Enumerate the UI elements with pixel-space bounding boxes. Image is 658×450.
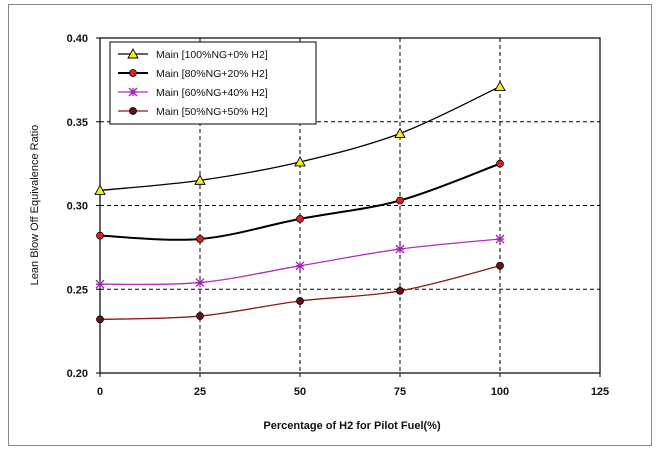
series-3 bbox=[95, 234, 505, 289]
data-point bbox=[94, 184, 106, 195]
data-point bbox=[196, 235, 204, 243]
legend-label: Main [100%NG+0% H2] bbox=[156, 49, 268, 61]
data-point bbox=[295, 261, 305, 271]
y-tick-label: 0.20 bbox=[67, 368, 88, 380]
x-tick-label: 125 bbox=[591, 386, 609, 398]
y-tick-label: 0.25 bbox=[67, 284, 88, 296]
data-point bbox=[194, 174, 206, 185]
series-4 bbox=[96, 261, 504, 324]
y-tick-label: 0.30 bbox=[67, 201, 88, 213]
x-tick-label: 50 bbox=[294, 386, 306, 398]
y-tick-label: 0.40 bbox=[67, 33, 88, 45]
data-point bbox=[394, 127, 406, 138]
data-point bbox=[396, 287, 404, 295]
x-axis-title: Percentage of H2 for Pilot Fuel(%) bbox=[263, 420, 441, 432]
series-group bbox=[94, 80, 506, 324]
data-point bbox=[195, 278, 205, 288]
legend-entry-2: Main [80%NG+20% H2] bbox=[118, 68, 268, 80]
data-point bbox=[96, 315, 104, 324]
data-point bbox=[496, 261, 504, 270]
x-tick-label: 25 bbox=[194, 386, 206, 398]
data-point bbox=[494, 80, 506, 92]
legend-label: Main [60%NG+40% H2] bbox=[156, 87, 268, 99]
legend-marker bbox=[129, 69, 137, 77]
x-tick-label: 75 bbox=[394, 386, 406, 398]
legend-marker bbox=[127, 48, 139, 59]
legend-label: Main [50%NG+50% H2] bbox=[156, 106, 268, 118]
axis-ticks: 0 25 50 75 100 125 0.20 0.25 0.30 0.35 0.40 bbox=[67, 33, 610, 398]
y-tick-label: 0.35 bbox=[67, 117, 88, 129]
legend-marker bbox=[128, 87, 138, 97]
legend-label: Main [80%NG+20% H2] bbox=[156, 68, 268, 80]
data-point bbox=[294, 156, 306, 167]
data-point bbox=[196, 312, 204, 320]
series-1 bbox=[94, 80, 506, 195]
x-tick-label: 0 bbox=[97, 386, 103, 398]
data-point bbox=[296, 214, 304, 223]
series-2 bbox=[96, 159, 504, 243]
data-point bbox=[96, 231, 104, 240]
x-tick-label: 100 bbox=[491, 386, 509, 398]
legend: Main [100%NG+0% H2] Main [80%NG+20% H2] Ma… bbox=[109, 41, 317, 125]
data-point bbox=[496, 159, 504, 168]
grid-lines bbox=[100, 38, 600, 373]
data-point bbox=[495, 234, 505, 244]
legend-entry-1: Main [100%NG+0% H2] bbox=[118, 48, 268, 61]
y-axis-title: Lean Blow Off Equivalence Ratio bbox=[29, 125, 41, 286]
legend-marker bbox=[129, 107, 137, 115]
legend-entry-3: Main [60%NG+40% H2] bbox=[118, 87, 268, 99]
data-point bbox=[296, 297, 304, 305]
legend-entry-4: Main [50%NG+50% H2] bbox=[118, 106, 268, 118]
legend-box bbox=[109, 41, 317, 125]
data-point bbox=[396, 196, 404, 205]
data-point bbox=[395, 244, 405, 254]
data-point bbox=[95, 279, 105, 289]
